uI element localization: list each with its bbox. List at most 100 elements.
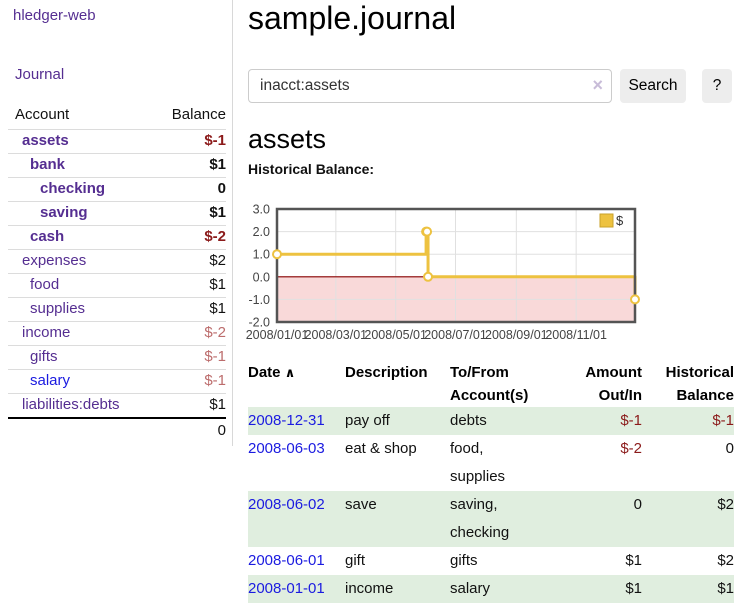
page-title: sample.journal	[248, 0, 456, 37]
sidebar: hledger-web Journal Account Balance asse…	[0, 0, 233, 446]
account-balance: $1	[166, 274, 226, 298]
chart-data-marker	[424, 273, 432, 281]
transaction-balance: $2	[654, 491, 734, 547]
account-row: income$-2	[8, 322, 226, 346]
transaction-balance: $2	[654, 547, 734, 575]
account-row: cash$-2	[8, 226, 226, 250]
transaction-amount: $-1	[580, 407, 654, 435]
transaction-balance: $1	[654, 575, 734, 603]
transaction-amount: $1	[580, 575, 654, 603]
register-row: 2008-12-31pay offdebts$-1$-1	[248, 407, 734, 435]
transaction-balance: $-1	[654, 407, 734, 435]
sidebar-account-link[interactable]: bank	[30, 156, 65, 173]
register-table: Date ∧ Description To/From Account(s) Am…	[248, 361, 734, 603]
sidebar-account-link[interactable]: checking	[40, 180, 105, 197]
sidebar-account-link[interactable]: expenses	[22, 252, 86, 269]
account-balance: $1	[166, 154, 226, 178]
chart-legend-label: $	[616, 213, 624, 228]
chart-data-marker	[273, 250, 281, 258]
register-table-body: 2008-12-31pay offdebts$-1$-12008-06-03ea…	[248, 407, 734, 603]
search-input[interactable]	[248, 69, 612, 103]
chart-y-tick-label: 1.0	[253, 248, 270, 262]
account-balance: $-1	[166, 370, 226, 394]
sidebar-account-link[interactable]: assets	[22, 132, 69, 149]
search-button[interactable]: Search	[620, 69, 686, 103]
clear-search-icon[interactable]: ×	[592, 74, 603, 96]
account-row: supplies $1	[8, 298, 226, 322]
transaction-date-link[interactable]: 2008-01-01	[248, 580, 325, 597]
transaction-date-link[interactable]: 2008-12-31	[248, 412, 325, 429]
account-row: assets $-1	[8, 130, 226, 154]
sidebar-account-link[interactable]: saving	[40, 204, 88, 221]
transaction-date-link[interactable]: 2008-06-03	[248, 440, 325, 457]
account-balance: $2	[166, 250, 226, 274]
chart-x-tick-label: 2008/01/01	[246, 328, 309, 342]
chart-data-marker	[631, 295, 639, 303]
transaction-accounts: saving, checking	[450, 491, 580, 547]
transaction-date-link[interactable]: 2008-06-02	[248, 496, 325, 513]
accounts-header-balance: Balance	[166, 104, 226, 130]
chart-y-tick-label: 2.0	[253, 225, 270, 239]
accounts-table: Account Balance assets$-1bank$1checking0…	[8, 104, 226, 442]
help-button[interactable]: ?	[702, 69, 732, 103]
chart-y-tick-label: 3.0	[253, 203, 270, 217]
transaction-accounts: gifts	[450, 547, 580, 575]
register-header-description: Description	[345, 361, 450, 407]
transaction-description: income	[345, 575, 450, 603]
chart-x-tick-label: 2008/05/01	[364, 328, 427, 342]
chart-title: Historical Balance:	[248, 161, 374, 177]
account-balance: $-1	[166, 346, 226, 370]
search-box: ×	[248, 69, 612, 103]
account-row: food $1	[8, 274, 226, 298]
register-header-row: Date ∧ Description To/From Account(s) Am…	[248, 361, 734, 407]
chart-x-tick-label: 2008/09/01	[485, 328, 548, 342]
sidebar-item-journal[interactable]: Journal	[15, 66, 64, 83]
historical-balance-chart: $3.02.01.00.0-1.0-2.02008/01/012008/03/0…	[240, 199, 664, 345]
sidebar-account-link[interactable]: liabilities:debts	[22, 396, 120, 413]
chart-x-tick-label: 2008/11/01	[545, 328, 607, 342]
accounts-header-account: Account	[8, 104, 166, 130]
register-header-accounts: To/From Account(s)	[450, 361, 580, 407]
chart-x-tick-label: 2008/07/01	[424, 328, 487, 342]
sidebar-account-link[interactable]: supplies	[30, 300, 85, 317]
transaction-accounts: salary	[450, 575, 580, 603]
account-row: expenses $2	[8, 250, 226, 274]
accounts-total-balance: 0	[166, 418, 226, 442]
account-row: gifts $-1	[8, 346, 226, 370]
register-row: 2008-06-03eat & shopfood, supplies$-20	[248, 435, 734, 491]
accounts-table-body: assets$-1bank$1checking0saving$1cash$-2e…	[8, 130, 226, 419]
transaction-accounts: food, supplies	[450, 435, 580, 491]
register-row: 2008-06-02savesaving, checking0$2	[248, 491, 734, 547]
sidebar-account-link[interactable]: salary	[30, 372, 70, 389]
register-header-date: Date ∧	[248, 361, 345, 407]
transaction-accounts: debts	[450, 407, 580, 435]
sidebar-account-link[interactable]: cash	[30, 228, 64, 245]
transaction-date-link[interactable]: 2008-06-01	[248, 552, 325, 569]
app-title-link[interactable]: hledger-web	[13, 7, 96, 24]
account-row: salary $-1	[8, 370, 226, 394]
register-header-amount: Amount Out/In	[580, 361, 654, 407]
chart-y-tick-label: -1.0	[248, 293, 270, 307]
account-row: saving $1	[8, 202, 226, 226]
account-row: liabilities:debts $1	[8, 394, 226, 419]
chart-y-tick-label: 0.0	[253, 270, 270, 284]
account-balance: $1	[166, 394, 226, 419]
transaction-amount: $1	[580, 547, 654, 575]
sidebar-account-link[interactable]: food	[30, 276, 59, 293]
main-content: sample.journal × Search ? assets Histori…	[248, 0, 742, 582]
account-balance: $-1	[166, 130, 226, 154]
account-row: checking0	[8, 178, 226, 202]
account-heading: assets	[248, 124, 326, 155]
chart-data-marker	[423, 228, 431, 236]
register-header-balance: Historical Balance	[654, 361, 734, 407]
sidebar-account-link[interactable]: gifts	[30, 348, 58, 365]
account-row: bank $1	[8, 154, 226, 178]
accounts-total-row: 0	[8, 418, 226, 442]
transaction-description: gift	[345, 547, 450, 575]
chart-legend-swatch	[600, 214, 613, 227]
transaction-description: pay off	[345, 407, 450, 435]
accounts-header-row: Account Balance	[8, 104, 226, 130]
account-balance: $1	[166, 298, 226, 322]
sidebar-account-link[interactable]: income	[22, 324, 70, 341]
account-balance: $1	[166, 202, 226, 226]
